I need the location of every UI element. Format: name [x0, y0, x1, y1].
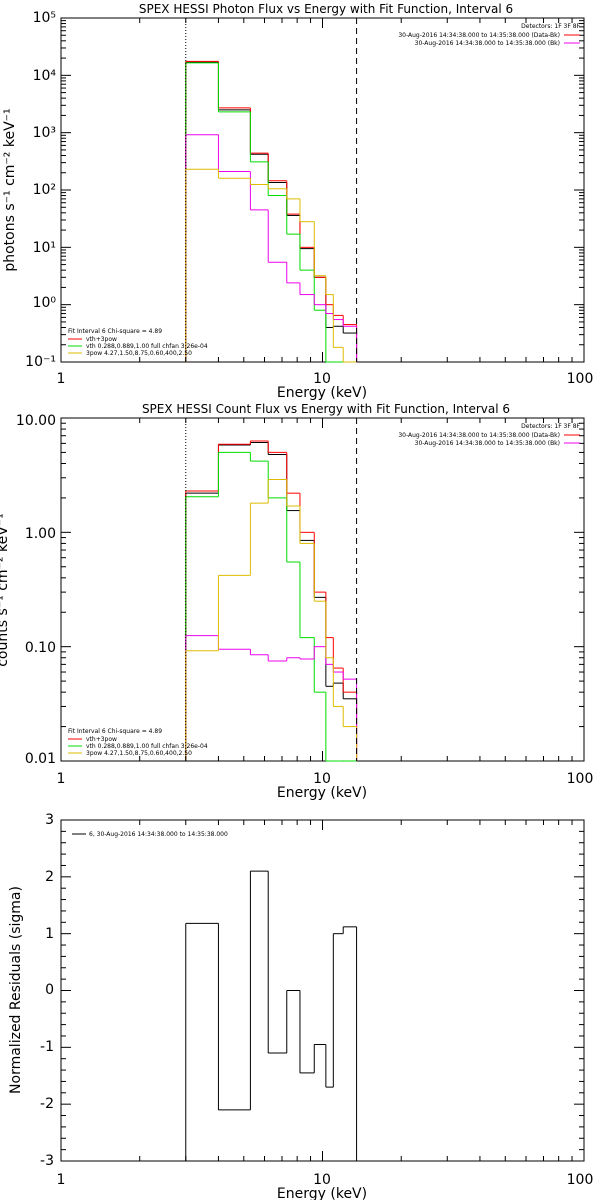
y-tick-label-1.00: 1.00	[25, 526, 56, 542]
legend-right-bk: 30-Aug-2016 14:34:38.000 to 14:35:38.000…	[415, 40, 560, 47]
legend-vth: vth 0.288,0.889,1.00 full chfan 3.26e-04	[86, 343, 208, 350]
legend-right-data: 30-Aug-2016 14:34:38.000 to 14:35:38.000…	[398, 32, 560, 39]
y-tick-label-1e5: 10⁵	[33, 10, 56, 26]
y-tick-label-1: 1	[45, 926, 54, 942]
x-tick-label-10: 10	[313, 771, 331, 787]
legend-fit-interval: Fit Interval 6 Chi-square = 4.89	[68, 328, 162, 335]
series-layer	[185, 440, 358, 762]
series-1	[185, 60, 358, 362]
y-tick-label-m1: -1	[40, 1039, 54, 1055]
chart-title: SPEX HESSI Count Flux vs Energy with Fit…	[142, 402, 510, 416]
y-tick-label-1e-1: 10⁻¹	[25, 354, 56, 370]
x-axis-label: Energy (keV)	[277, 385, 367, 400]
y-tick-label-2: 2	[45, 869, 54, 885]
y-axis-label: Normalized Residuals (sigma)	[8, 886, 24, 1094]
x-tick-label-1: 1	[57, 371, 66, 387]
y-tick-label-1e0: 10⁰	[33, 295, 57, 311]
y-tick-label-1e2: 10²	[33, 182, 56, 198]
y-tick-label-0: 0	[45, 982, 54, 998]
series-4	[185, 478, 358, 761]
legend-residual: 6, 30-Aug-2016 14:34:38.000 to 14:35:38.…	[89, 831, 228, 838]
fit-range-lines	[185, 18, 358, 362]
series-2	[185, 62, 357, 363]
legend-3pow: 3pow 4.27,1.50,8.75,0.60,400,2.50	[86, 750, 192, 757]
fit-range-lines	[185, 418, 358, 761]
y-tick-label-1e1: 10¹	[33, 240, 56, 256]
plot-frame	[60, 819, 585, 1162]
chart-title: SPEX HESSI Photon Flux vs Energy with Fi…	[139, 2, 513, 16]
x-axis-label: Energy (keV)	[277, 1186, 367, 1200]
x-tick-label-1: 1	[57, 771, 66, 787]
photon-flux-chart: SPEX HESSI Photon Flux vs Energy with Fi…	[2, 2, 594, 400]
x-tick-label-1: 1	[57, 1172, 66, 1188]
x-tick-label-100: 100	[567, 371, 594, 387]
count-flux-chart: SPEX HESSI Count Flux vs Energy with Fit…	[0, 402, 594, 800]
plot-frame	[60, 417, 585, 762]
series-layer	[185, 60, 358, 363]
legend-vth3pow: vth+3pow	[86, 736, 117, 743]
detectors-label: Detectors: 1F 3F 8F	[521, 23, 580, 30]
x-axis-ticks	[60, 18, 573, 362]
series-1	[185, 440, 358, 761]
y-tick-label-m2: -2	[40, 1096, 54, 1112]
y-tick-label-3: 3	[45, 812, 54, 828]
legend-vth3pow: vth+3pow	[86, 336, 117, 343]
x-axis-ticks	[60, 418, 573, 761]
x-axis-label: Energy (keV)	[277, 785, 367, 800]
x-tick-label-10: 10	[313, 371, 331, 387]
y-axis-ticks	[61, 20, 584, 363]
legend-fit-interval: Fit Interval 6 Chi-square = 4.89	[68, 728, 162, 735]
legend-right-bk: 30-Aug-2016 14:34:38.000 to 14:35:38.000…	[415, 440, 560, 447]
series-layer	[185, 870, 358, 1161]
series-0	[185, 870, 358, 1161]
x-tick-label-100: 100	[567, 1172, 594, 1188]
y-axis-ticks	[61, 422, 584, 762]
detectors-label: Detectors: 1F 3F 8F	[521, 423, 580, 430]
x-tick-label-100: 100	[567, 771, 594, 787]
x-axis-ticks	[60, 820, 573, 1161]
legend-vth: vth 0.288,0.889,1.00 full chfan 3.26e-04	[86, 743, 208, 750]
y-axis-label: photons s⁻¹ cm⁻² keV⁻¹	[2, 108, 18, 271]
legend-right-data: 30-Aug-2016 14:34:38.000 to 14:35:38.000…	[398, 432, 560, 439]
residuals-chart: 1 10 100 Energy (keV) -3 -2 -1 0 1 2 3 N…	[8, 812, 594, 1200]
y-axis-label: counts s⁻¹ cm⁻² keV⁻¹	[0, 513, 11, 667]
y-axis-ticks	[61, 819, 584, 1162]
y-tick-label-10.00: 10.00	[16, 413, 56, 429]
legend-3pow: 3pow 4.27,1.50,8.75,0.60,400,2.50	[86, 350, 192, 357]
series-3	[185, 635, 358, 761]
y-tick-label-0.10: 0.10	[25, 640, 56, 656]
series-0	[185, 442, 358, 761]
series-2	[185, 451, 357, 762]
series-4	[185, 168, 357, 363]
y-tick-label-m3: -3	[40, 1153, 54, 1169]
y-tick-label-1e4: 10⁴	[33, 68, 57, 84]
y-tick-label-0.01: 0.01	[25, 751, 56, 767]
x-tick-label-10: 10	[313, 1172, 331, 1188]
y-tick-label-1e3: 10³	[33, 125, 56, 141]
series-0	[185, 61, 358, 362]
